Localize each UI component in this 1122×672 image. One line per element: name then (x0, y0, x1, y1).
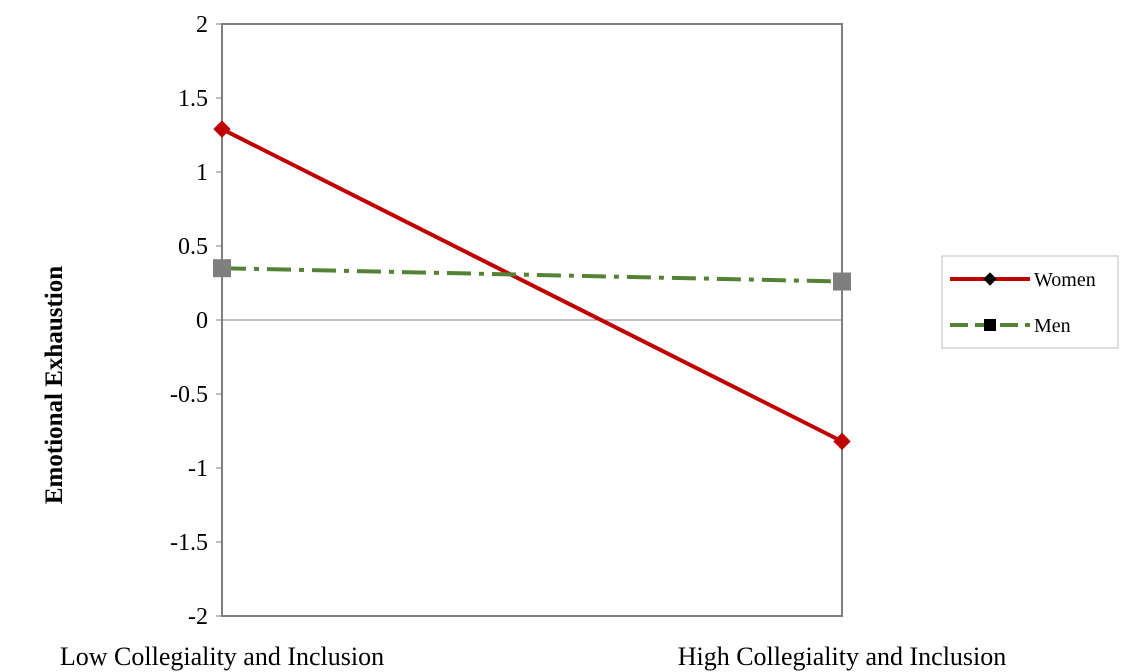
y-axis-ticks: 2 1.5 1 0.5 0 -0.5 -1 -1.5 -2 (170, 12, 222, 630)
data-point-men (213, 259, 231, 278)
x-category-label-1: High Collegiality and Inclusion (678, 642, 1007, 671)
y-tick-label: 1.5 (178, 86, 208, 112)
plot-area (221, 23, 843, 617)
legend-label-women: Women (1034, 269, 1096, 291)
legend-label-men: Men (1034, 315, 1071, 337)
y-tick-label: -1.5 (170, 530, 208, 556)
data-point-women (833, 432, 851, 451)
x-category-label-0: Low Collegiality and Inclusion (60, 642, 384, 671)
legend-box (941, 255, 1119, 349)
y-tick-label: -2 (188, 604, 208, 630)
y-axis-label: Emotional Exhaustion (41, 266, 68, 504)
y-tick-label: 0.5 (178, 234, 208, 260)
y-tick-label: 0 (196, 308, 208, 334)
data-point-men (833, 272, 851, 291)
legend-marker-men (984, 319, 996, 331)
data-point-women (213, 120, 231, 138)
series-line-women (221, 127, 843, 444)
y-tick-label: 1 (196, 160, 208, 186)
legend-marker-women (983, 272, 997, 286)
y-tick-label: -1 (188, 456, 208, 482)
series-line-men (221, 266, 843, 284)
y-tick-label: 2 (196, 12, 208, 38)
y-tick-label: -0.5 (170, 382, 208, 408)
series-layer (213, 120, 851, 451)
legend: Women Men (941, 255, 1119, 349)
